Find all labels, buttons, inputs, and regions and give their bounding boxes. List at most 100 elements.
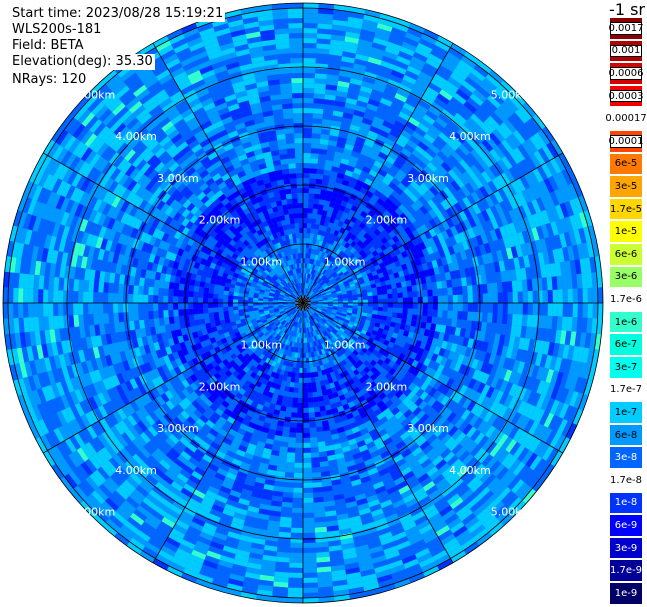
beta-cell — [564, 374, 574, 390]
beta-cell — [377, 290, 383, 296]
beta-cell — [322, 174, 330, 181]
beta-cell — [400, 107, 413, 117]
beta-cell — [458, 420, 469, 432]
beta-cell — [387, 214, 396, 223]
beta-cell — [374, 564, 390, 574]
beta-cell — [403, 409, 413, 419]
beta-cells — [3, 3, 603, 603]
beta-cell — [359, 229, 367, 237]
beta-cell — [365, 284, 372, 290]
beta-cell — [428, 330, 435, 338]
beta-cell — [377, 70, 391, 79]
beta-cell — [423, 202, 433, 212]
beta-cell — [362, 453, 373, 462]
beta-cell — [351, 288, 357, 293]
beta-cell — [303, 198, 309, 204]
beta-cell — [311, 341, 315, 347]
beta-cell — [456, 278, 463, 287]
beta-cell — [303, 148, 312, 154]
beta-cell — [547, 342, 555, 356]
beta-cell — [342, 278, 348, 283]
beta-cell — [450, 521, 465, 534]
beta-cell — [383, 325, 390, 331]
beta-cell — [380, 97, 393, 107]
beta-cell — [338, 410, 346, 418]
beta-cell — [396, 373, 405, 382]
beta-cell — [303, 23, 318, 29]
beta-cell — [463, 472, 477, 486]
beta-cell — [413, 419, 424, 430]
beta-cell — [351, 343, 358, 350]
beta-cell — [568, 360, 577, 376]
beta-cell — [344, 357, 351, 364]
beta-cell — [304, 288, 306, 294]
beta-cell — [492, 463, 506, 477]
beta-cell — [313, 270, 318, 276]
beta-cell — [349, 227, 356, 235]
beta-cell — [383, 339, 390, 347]
beta-cell — [352, 308, 358, 312]
beta-cell — [433, 346, 441, 355]
beta-cell — [361, 347, 368, 354]
beta-cell — [559, 218, 569, 234]
beta-cell — [429, 252, 437, 262]
beta-cell — [370, 47, 385, 56]
beta-cell — [391, 471, 403, 482]
beta-cell — [466, 117, 480, 130]
beta-cell — [303, 253, 306, 259]
beta-cell — [297, 352, 301, 358]
beta-cell — [444, 271, 452, 281]
beta-cell — [310, 248, 315, 255]
beta-cell — [387, 463, 398, 473]
beta-cell — [506, 183, 517, 197]
beta-cell — [472, 503, 487, 517]
beta-cell — [452, 335, 460, 345]
beta-cell — [546, 315, 553, 330]
beta-cell — [412, 51, 428, 63]
beta-cell — [545, 398, 556, 413]
beta-cell — [409, 89, 423, 100]
beta-cell — [289, 422, 297, 428]
beta-cell — [419, 155, 431, 166]
beta-cell — [338, 264, 344, 270]
beta-cell — [471, 391, 482, 403]
beta-cell — [475, 360, 484, 372]
beta-cell — [477, 106, 491, 120]
beta-cell — [482, 283, 488, 294]
beta-cell — [455, 432, 467, 444]
beta-cell — [440, 60, 456, 73]
beta-cell — [493, 190, 504, 204]
beta-cell — [487, 94, 501, 109]
beta-cell — [402, 435, 414, 445]
beta-cell — [486, 477, 500, 491]
beta-cell — [452, 303, 458, 312]
beta-cell — [398, 484, 411, 495]
beta-cell — [340, 61, 354, 69]
beta-cell — [380, 281, 387, 287]
beta-cell — [420, 476, 433, 488]
beta-cell — [402, 74, 417, 85]
beta-cell — [306, 278, 309, 284]
beta-cell — [426, 175, 437, 186]
beta-cell — [520, 123, 534, 139]
beta-cell — [557, 289, 563, 303]
beta-cell — [436, 203, 446, 214]
beta-cell — [552, 248, 560, 264]
beta-cell — [333, 301, 338, 303]
beta-cell — [313, 275, 317, 281]
beta-cell — [287, 597, 303, 603]
beta-cell — [318, 3, 335, 10]
beta-cell — [321, 210, 328, 217]
beta-cell — [329, 217, 336, 224]
beta-cell — [416, 379, 425, 389]
beta-cell — [322, 297, 328, 300]
beta-cell — [422, 114, 436, 125]
beta-cell — [353, 369, 360, 376]
beta-cell — [318, 199, 325, 206]
beta-cell — [459, 159, 471, 171]
beta-cell — [343, 235, 350, 243]
beta-cell — [581, 347, 590, 364]
beta-cell — [490, 501, 505, 515]
beta-cell — [363, 458, 375, 467]
